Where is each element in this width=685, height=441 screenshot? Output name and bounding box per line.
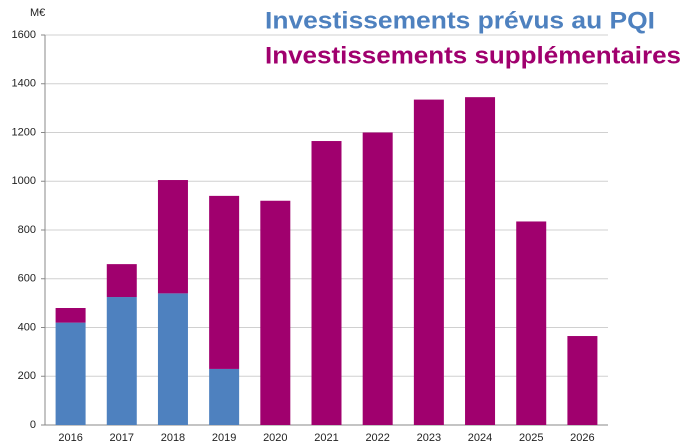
bar-segment bbox=[106, 297, 137, 425]
x-tick-label: 2023 bbox=[417, 432, 441, 441]
y-tick-label: 0 bbox=[30, 419, 36, 431]
y-tick-label: 1000 bbox=[12, 175, 36, 187]
y-tick-label: 1400 bbox=[12, 78, 36, 90]
y-tick-label: 800 bbox=[18, 224, 36, 236]
bar-segment bbox=[209, 368, 240, 425]
y-tick-label: 1600 bbox=[12, 29, 36, 41]
x-tick-label: 2025 bbox=[519, 432, 543, 441]
x-tick-label: 2026 bbox=[570, 432, 594, 441]
unit-label: M€ bbox=[30, 7, 45, 19]
x-tick-label: 2022 bbox=[365, 432, 389, 441]
bar-segment bbox=[260, 200, 291, 425]
x-tick-label: 2020 bbox=[263, 432, 287, 441]
x-tick-label: 2018 bbox=[161, 432, 185, 441]
bar-segment bbox=[157, 293, 188, 425]
bar-segment bbox=[209, 195, 240, 369]
legend-entry: Investissements prévus au PQI bbox=[265, 7, 655, 34]
bar-segment bbox=[55, 308, 86, 323]
bar-segment bbox=[413, 99, 444, 425]
bar-segment bbox=[362, 132, 393, 425]
y-tick-label: 600 bbox=[18, 273, 36, 285]
x-tick-label: 2017 bbox=[110, 432, 134, 441]
bar-segment bbox=[311, 141, 342, 425]
legend-entry: Investissements supplémentaires bbox=[265, 42, 681, 69]
bar-segment bbox=[55, 322, 86, 425]
bar-segment bbox=[465, 97, 496, 425]
x-tick-label: 2021 bbox=[314, 432, 338, 441]
x-tick-label: 2019 bbox=[212, 432, 236, 441]
bar-segment bbox=[516, 221, 547, 425]
y-tick-label: 1200 bbox=[12, 126, 36, 138]
y-tick-label: 200 bbox=[18, 370, 36, 382]
x-tick-label: 2016 bbox=[58, 432, 82, 441]
y-tick-label: 400 bbox=[18, 321, 36, 333]
x-tick-label: 2024 bbox=[468, 432, 492, 441]
bar-segment bbox=[106, 264, 137, 298]
bar-segment bbox=[567, 336, 598, 425]
bar-segment bbox=[157, 180, 188, 294]
